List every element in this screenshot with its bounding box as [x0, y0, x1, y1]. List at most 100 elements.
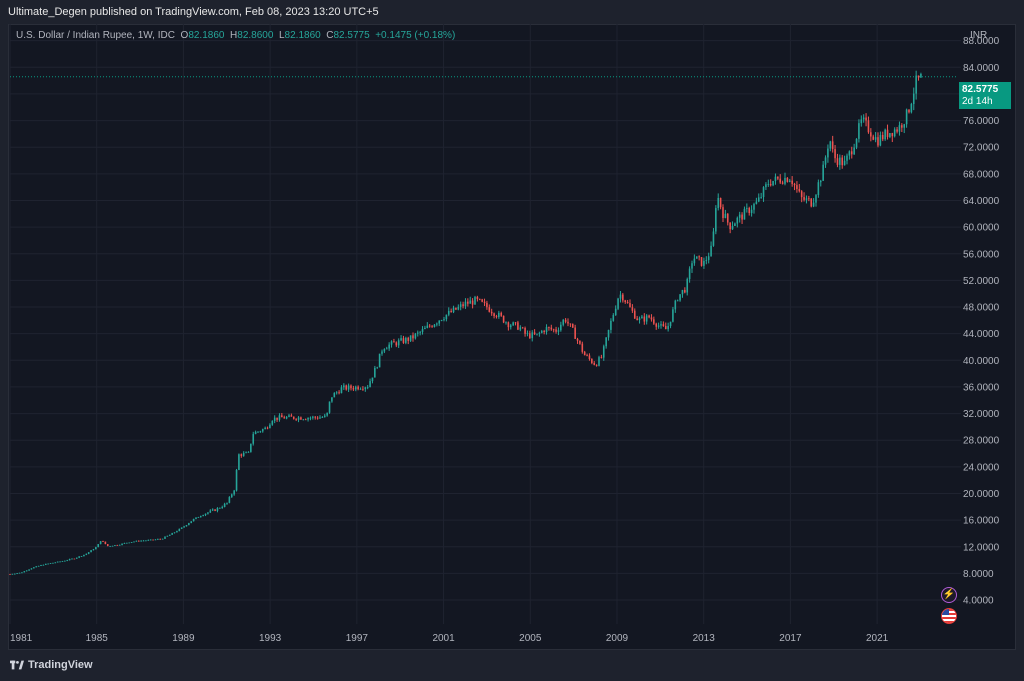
candle-body	[629, 302, 631, 308]
candle-body	[462, 304, 464, 307]
candle-body	[195, 517, 197, 519]
candle-body	[645, 315, 648, 322]
us-flag-icon[interactable]	[941, 608, 957, 624]
y-tick-label: 44.0000	[963, 329, 1000, 340]
candle-body	[715, 208, 717, 232]
candle-body	[185, 525, 188, 527]
y-tick-label: 60.0000	[963, 223, 1000, 234]
candle-body	[481, 299, 483, 302]
lightning-bolt-icon[interactable]: ⚡	[941, 587, 957, 603]
candle-body	[755, 201, 758, 204]
candle-body	[622, 294, 624, 301]
candle-body	[35, 566, 38, 568]
tradingview-brand[interactable]: TradingView	[10, 659, 93, 671]
y-tick-label: 16.0000	[963, 516, 1000, 527]
candle-body	[891, 133, 894, 137]
candle-body	[23, 571, 26, 573]
candle-body	[64, 560, 66, 562]
candle-body	[369, 381, 371, 388]
candle-body	[693, 258, 696, 264]
candle-body	[326, 412, 328, 416]
candle-body	[178, 528, 181, 532]
candle-body	[595, 364, 598, 366]
candle-body	[140, 540, 142, 542]
candle-body	[669, 321, 672, 327]
candle-body	[521, 327, 524, 329]
candle-body	[28, 569, 30, 571]
candle-body	[831, 141, 834, 150]
candle-body	[889, 133, 891, 137]
candle-body	[240, 454, 243, 456]
candle-body	[915, 75, 917, 94]
candle-body	[610, 320, 612, 330]
candle-body	[47, 563, 49, 565]
candle-body	[600, 357, 603, 358]
symbol-title[interactable]: U.S. Dollar / Indian Rupee, 1W, IDC	[16, 30, 175, 41]
candle-body	[328, 401, 331, 413]
candle-body	[800, 191, 803, 198]
candle-body	[917, 75, 920, 78]
candle-body	[817, 182, 820, 196]
candle-body	[376, 367, 379, 369]
candle-body	[395, 342, 398, 346]
candle-body	[238, 454, 240, 470]
candle-body	[841, 157, 844, 166]
candle-body	[171, 533, 173, 535]
candle-body	[805, 198, 808, 200]
candle-body	[18, 572, 21, 574]
y-tick-label: 52.0000	[963, 276, 1000, 287]
candle-body	[571, 323, 574, 328]
candle-body	[371, 377, 374, 382]
candle-body	[197, 517, 200, 518]
close-value: 82.5775	[333, 30, 370, 41]
candle-body	[388, 344, 390, 349]
candle-body	[338, 392, 340, 394]
candle-body	[765, 184, 767, 188]
candle-body	[106, 544, 109, 547]
candle-body	[641, 316, 643, 319]
ohlc-legend: U.S. Dollar / Indian Rupee, 1W, IDC O82.…	[16, 30, 455, 41]
candle-body	[586, 355, 588, 357]
price-chart[interactable]: 4.0000 8.0000 12.0000 16.0000 20.0000 24.0000…	[8, 24, 1016, 650]
candle-body	[884, 129, 886, 140]
candle-body	[538, 332, 541, 334]
candle-body	[25, 570, 28, 572]
y-tick-label: 32.0000	[963, 409, 1000, 420]
y-tick-label: 28.0000	[963, 436, 1000, 447]
candle-body	[836, 158, 839, 165]
candle-body	[13, 573, 16, 575]
candle-body	[214, 509, 216, 511]
candle-body	[672, 309, 674, 322]
candle-body	[433, 324, 436, 327]
candle-body	[52, 562, 54, 564]
candle-body	[486, 302, 488, 308]
candle-body	[157, 538, 159, 540]
candle-body	[664, 326, 667, 330]
candle-body	[536, 333, 538, 335]
candle-body	[228, 497, 231, 503]
candle-body	[216, 507, 219, 511]
candle-body	[102, 541, 104, 542]
candle-body	[896, 129, 898, 132]
candle-body	[519, 327, 522, 330]
y-tick-label: 88.0000	[963, 36, 1000, 47]
candle-body	[450, 310, 452, 313]
y-tick-label: 20.0000	[963, 489, 1000, 500]
candle-body	[483, 301, 486, 303]
candle-body	[796, 185, 798, 190]
candle-body	[729, 222, 731, 230]
candle-body	[166, 535, 169, 537]
candle-body	[354, 386, 357, 390]
candle-body	[762, 187, 765, 198]
candle-body	[164, 536, 166, 539]
candle-body	[779, 178, 782, 183]
candle-body	[509, 325, 512, 328]
chart-frame[interactable]	[8, 24, 1016, 650]
x-tick-label: 2001	[432, 633, 455, 644]
candle-body	[33, 567, 35, 569]
candle-body	[183, 526, 185, 528]
candle-body	[767, 184, 770, 185]
candle-body	[786, 177, 789, 182]
candle-body	[848, 151, 851, 156]
candle-body	[860, 119, 863, 124]
